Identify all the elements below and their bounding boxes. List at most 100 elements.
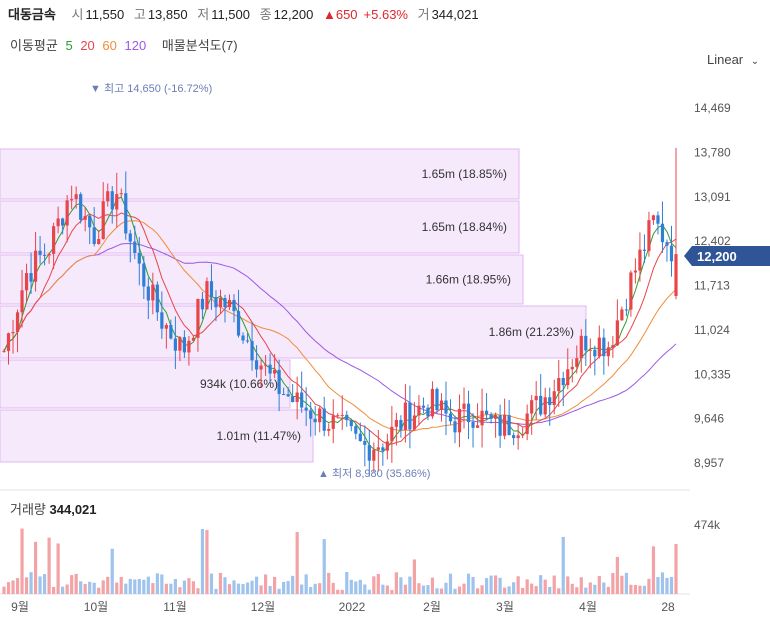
volume-bar xyxy=(566,576,570,594)
volume-bar xyxy=(575,587,579,594)
volume-bar xyxy=(196,588,200,594)
candle-body xyxy=(548,397,552,406)
open-value: 11,550 xyxy=(85,7,125,22)
volume-bar xyxy=(557,588,561,594)
volume-bar xyxy=(493,575,498,594)
volume-bars xyxy=(2,528,678,594)
volume-bar xyxy=(669,576,674,594)
chevron-down-icon: ⌄ xyxy=(750,56,760,67)
volume-bar xyxy=(593,584,597,594)
volume-bar xyxy=(403,584,407,594)
candle-body xyxy=(178,337,182,351)
x-tick-label: 10월 xyxy=(84,600,108,614)
volume-bar xyxy=(300,584,304,594)
volume-bar xyxy=(101,580,105,594)
candle-body xyxy=(101,201,105,240)
volume-bar xyxy=(241,584,245,594)
candle-body xyxy=(530,400,534,414)
candle-body xyxy=(47,253,51,256)
volume-bar xyxy=(47,537,51,594)
volume-bar xyxy=(561,536,565,594)
high-label: 고 xyxy=(133,7,146,22)
candle-body xyxy=(169,325,173,339)
volume-bar xyxy=(263,574,268,594)
volume-bar xyxy=(579,577,583,594)
candle-body xyxy=(196,298,200,338)
candle-body xyxy=(674,254,678,296)
candle-body xyxy=(191,337,196,341)
candle-body xyxy=(236,311,241,336)
volume-bar xyxy=(642,585,647,594)
volume-bar xyxy=(273,576,277,594)
current-price-tag: 12,200 xyxy=(684,246,770,266)
volume-bar xyxy=(200,529,205,594)
volume-bar xyxy=(417,583,421,594)
candle-body xyxy=(164,325,168,329)
volume-bar xyxy=(385,585,389,594)
volume-bar xyxy=(24,577,29,594)
volume-panel-value: 344,021 xyxy=(49,502,97,517)
candle-body xyxy=(611,345,615,348)
volume-bar xyxy=(611,573,615,594)
candle-body xyxy=(38,250,42,255)
volume-bar xyxy=(426,585,430,594)
candle-body xyxy=(448,413,453,422)
candle-body xyxy=(74,194,78,200)
y-tick-label: 11,713 xyxy=(694,279,730,293)
ma-label[interactable]: 이동평균 xyxy=(10,38,58,53)
volume-profile-label: 1.66m (18.95%) xyxy=(426,273,511,287)
candle-body xyxy=(633,270,638,273)
volume-bar xyxy=(6,582,11,594)
candle-body xyxy=(318,408,322,423)
volume-bar xyxy=(313,583,317,594)
volume-bar xyxy=(615,556,619,594)
ma120-line xyxy=(3,242,677,425)
candle-body xyxy=(363,441,367,445)
volume-bar xyxy=(106,576,110,594)
candle-body xyxy=(33,250,38,282)
open-label: 시 xyxy=(71,7,84,22)
candle-body xyxy=(647,220,651,251)
volume-bar xyxy=(209,573,214,594)
volume-bar xyxy=(92,582,96,594)
volume-label: 거 xyxy=(417,7,430,22)
volume-bar xyxy=(412,559,417,594)
volume-bar xyxy=(254,576,259,594)
volume-profile-bar xyxy=(0,254,524,305)
volume-bar xyxy=(624,572,628,594)
volume-bar xyxy=(291,575,295,594)
volume-bar xyxy=(236,583,241,594)
candle-body xyxy=(119,193,123,195)
candle-body xyxy=(656,215,660,224)
candle-body xyxy=(277,369,281,395)
scale-dropdown[interactable]: Linear ⌄ xyxy=(707,52,759,67)
candle-body xyxy=(557,378,561,392)
ma5-label: 5 xyxy=(65,38,73,53)
volume-bar xyxy=(277,588,281,594)
volume-bar xyxy=(512,582,516,594)
candle-body xyxy=(516,435,520,439)
candle-body xyxy=(29,273,33,282)
volume-bar xyxy=(525,579,529,594)
candle-body xyxy=(133,241,137,253)
volume-bar xyxy=(61,586,65,594)
candle-body xyxy=(629,272,633,310)
candle-body xyxy=(282,394,286,396)
volume-profile-bar xyxy=(0,305,587,359)
volume-bar xyxy=(602,582,606,594)
volume-bar xyxy=(182,580,187,594)
candle-body xyxy=(417,405,421,416)
stock-name: 대동금속 xyxy=(8,7,56,22)
volume-bar xyxy=(250,580,254,594)
volume-profile-label[interactable]: 매물분석도(7) xyxy=(161,38,238,53)
candle-body xyxy=(471,422,475,428)
candles xyxy=(2,147,678,477)
candle-body xyxy=(295,392,299,403)
volume-bar xyxy=(309,586,313,594)
volume-bar xyxy=(340,589,344,594)
volume-bar xyxy=(620,575,624,594)
x-tick-label: 11월 xyxy=(163,600,187,614)
candle-body xyxy=(651,215,656,221)
volume-bar xyxy=(480,585,484,594)
